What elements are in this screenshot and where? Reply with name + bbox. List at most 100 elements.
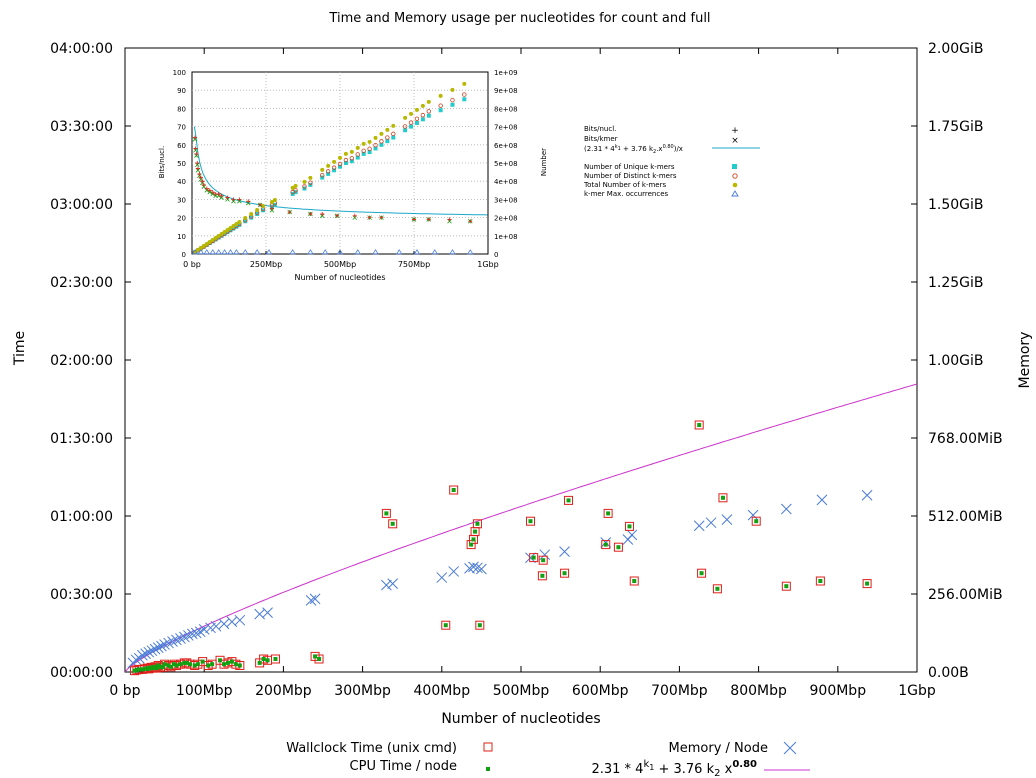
inset-y-axis-label-left: Bits/nucl. [158, 146, 166, 178]
inset-maxocc-point [354, 249, 361, 255]
inset-distinct-point [408, 120, 414, 125]
inset-legend-bits-nucl-marker: + [731, 126, 739, 136]
inset-unique-point [255, 211, 260, 216]
wallclock-point [388, 519, 398, 529]
inset-y-tick-label-left: 40 [177, 178, 186, 186]
inset-bits-nucl-point [287, 210, 292, 215]
cpu-point [174, 663, 179, 668]
wallclock-point [314, 654, 324, 664]
legend-fit-label: 2.31 * 4k1 + 3.76 k2 x0.80 [591, 759, 757, 778]
cpu-point [317, 657, 322, 661]
inset-distinct-point [379, 139, 384, 144]
inset-total-point [409, 111, 414, 116]
wallclock-point [751, 516, 761, 526]
inset-maxocc-point [209, 249, 216, 255]
inset-total-point [391, 123, 396, 128]
inset-total-point [403, 115, 408, 120]
inset-distinct-point [385, 135, 390, 140]
y-tick-label-right: 1.50GiB [928, 197, 984, 213]
memory-point [861, 489, 873, 501]
inset-unique-point [326, 171, 331, 176]
cpu-point [187, 662, 192, 667]
inset-bits-nucl-point [412, 217, 416, 222]
inset-unique-point [228, 228, 233, 233]
cpu-point [473, 529, 478, 534]
inset-maxocc-point [431, 249, 438, 255]
inset-total-point [373, 135, 378, 140]
inset-y-ticks-left: 0 10 20 30 40 50 60 70 80 90 100 [173, 69, 186, 259]
inset-bits-nucl-point [193, 146, 198, 151]
inset-bits-nucl-point [237, 197, 242, 202]
cpu-point [154, 666, 159, 671]
memory-point [167, 636, 178, 647]
inset-distinct-point [414, 116, 420, 121]
y-tick-label-right: 256.00MiB [928, 587, 1003, 603]
cpu-point [477, 623, 482, 628]
inset-x-tick-label: 1Gbp [477, 260, 498, 269]
cpu-point [146, 666, 151, 671]
x-tick-label: 200Mbp [255, 683, 312, 699]
inset-y-tick-label-left: 60 [177, 142, 186, 150]
inset-unique-point [367, 150, 372, 155]
cpu-point [222, 662, 226, 667]
cpu-point [225, 660, 230, 665]
memory-point [137, 649, 148, 661]
memory-point [381, 579, 392, 591]
main-y-ticks-right: 0.00B 256.00MiB 512.00MiB 768.00MiB 1.00GiB 1… [911, 41, 1003, 681]
inset-total-point [414, 107, 419, 112]
inset-bits-nucl-point [200, 179, 205, 184]
memory-point [179, 631, 190, 643]
legend-wall-label: Wallclock Time (unix cmd) [286, 741, 457, 756]
inset-total-point [204, 241, 209, 246]
wallclock-point [781, 581, 791, 591]
inset-bits-nucl-point [192, 135, 197, 140]
wallclock-point [441, 620, 451, 630]
inset-total-point [326, 163, 331, 168]
wallclock-point [538, 555, 548, 565]
cpu-point [200, 659, 205, 664]
wallclock-point [526, 516, 536, 526]
main-legend: Wallclock Time (unix cmd) CPU Time / nod… [286, 741, 810, 778]
cpu-point [606, 511, 611, 516]
legend-wall-marker [483, 742, 493, 752]
inset-maxocc-point [227, 249, 234, 255]
y-axis-label-left: Time [12, 331, 28, 366]
inset-maxocc-point [336, 249, 344, 255]
inset-y-tick-label-right: 7e+08 [494, 124, 518, 132]
inset-bits-nucl-point [269, 206, 274, 211]
inset-distinct-point [420, 112, 426, 118]
inset-bits-nucl-point [207, 188, 212, 193]
memory-point [387, 578, 399, 589]
inset-total-point [237, 219, 242, 224]
y-tick-label-left: 03:30:00 [50, 119, 113, 135]
cpu-point [195, 662, 200, 667]
memory-point [436, 572, 448, 583]
inset-unique-point [261, 208, 266, 213]
wallclock-point [472, 519, 482, 529]
cpu-point [531, 555, 536, 560]
inset-maxocc-point [265, 249, 273, 255]
inset-bits-nucl-point [204, 186, 209, 191]
inset-bits-nucl-point [426, 217, 431, 222]
y-tick-label-left: 02:30:00 [50, 275, 113, 291]
inset-maxocc-point [197, 249, 205, 255]
inset-maxocc-point [289, 249, 296, 255]
memory-point [262, 607, 273, 618]
inset-unique-point [249, 215, 254, 220]
wallclock-point [475, 620, 485, 630]
cpu-point [390, 521, 395, 526]
inset-total-point [302, 179, 307, 184]
inset-total-point [201, 243, 206, 248]
inset-bits-nucl-point [195, 161, 200, 165]
inset-bits-nucl-point [216, 191, 221, 196]
cpu-point [784, 584, 789, 589]
memory-point [468, 561, 479, 573]
inset-bits-nucl-point [201, 182, 206, 187]
inset-distinct-point [373, 142, 378, 148]
inset-bits-nucl-point [195, 166, 200, 171]
inset-y-tick-label-right: 2e+08 [494, 215, 518, 223]
inset-distinct-point [450, 98, 455, 103]
inset-y-tick-label-left: 100 [173, 69, 186, 77]
inset-distinct-point [438, 103, 443, 108]
